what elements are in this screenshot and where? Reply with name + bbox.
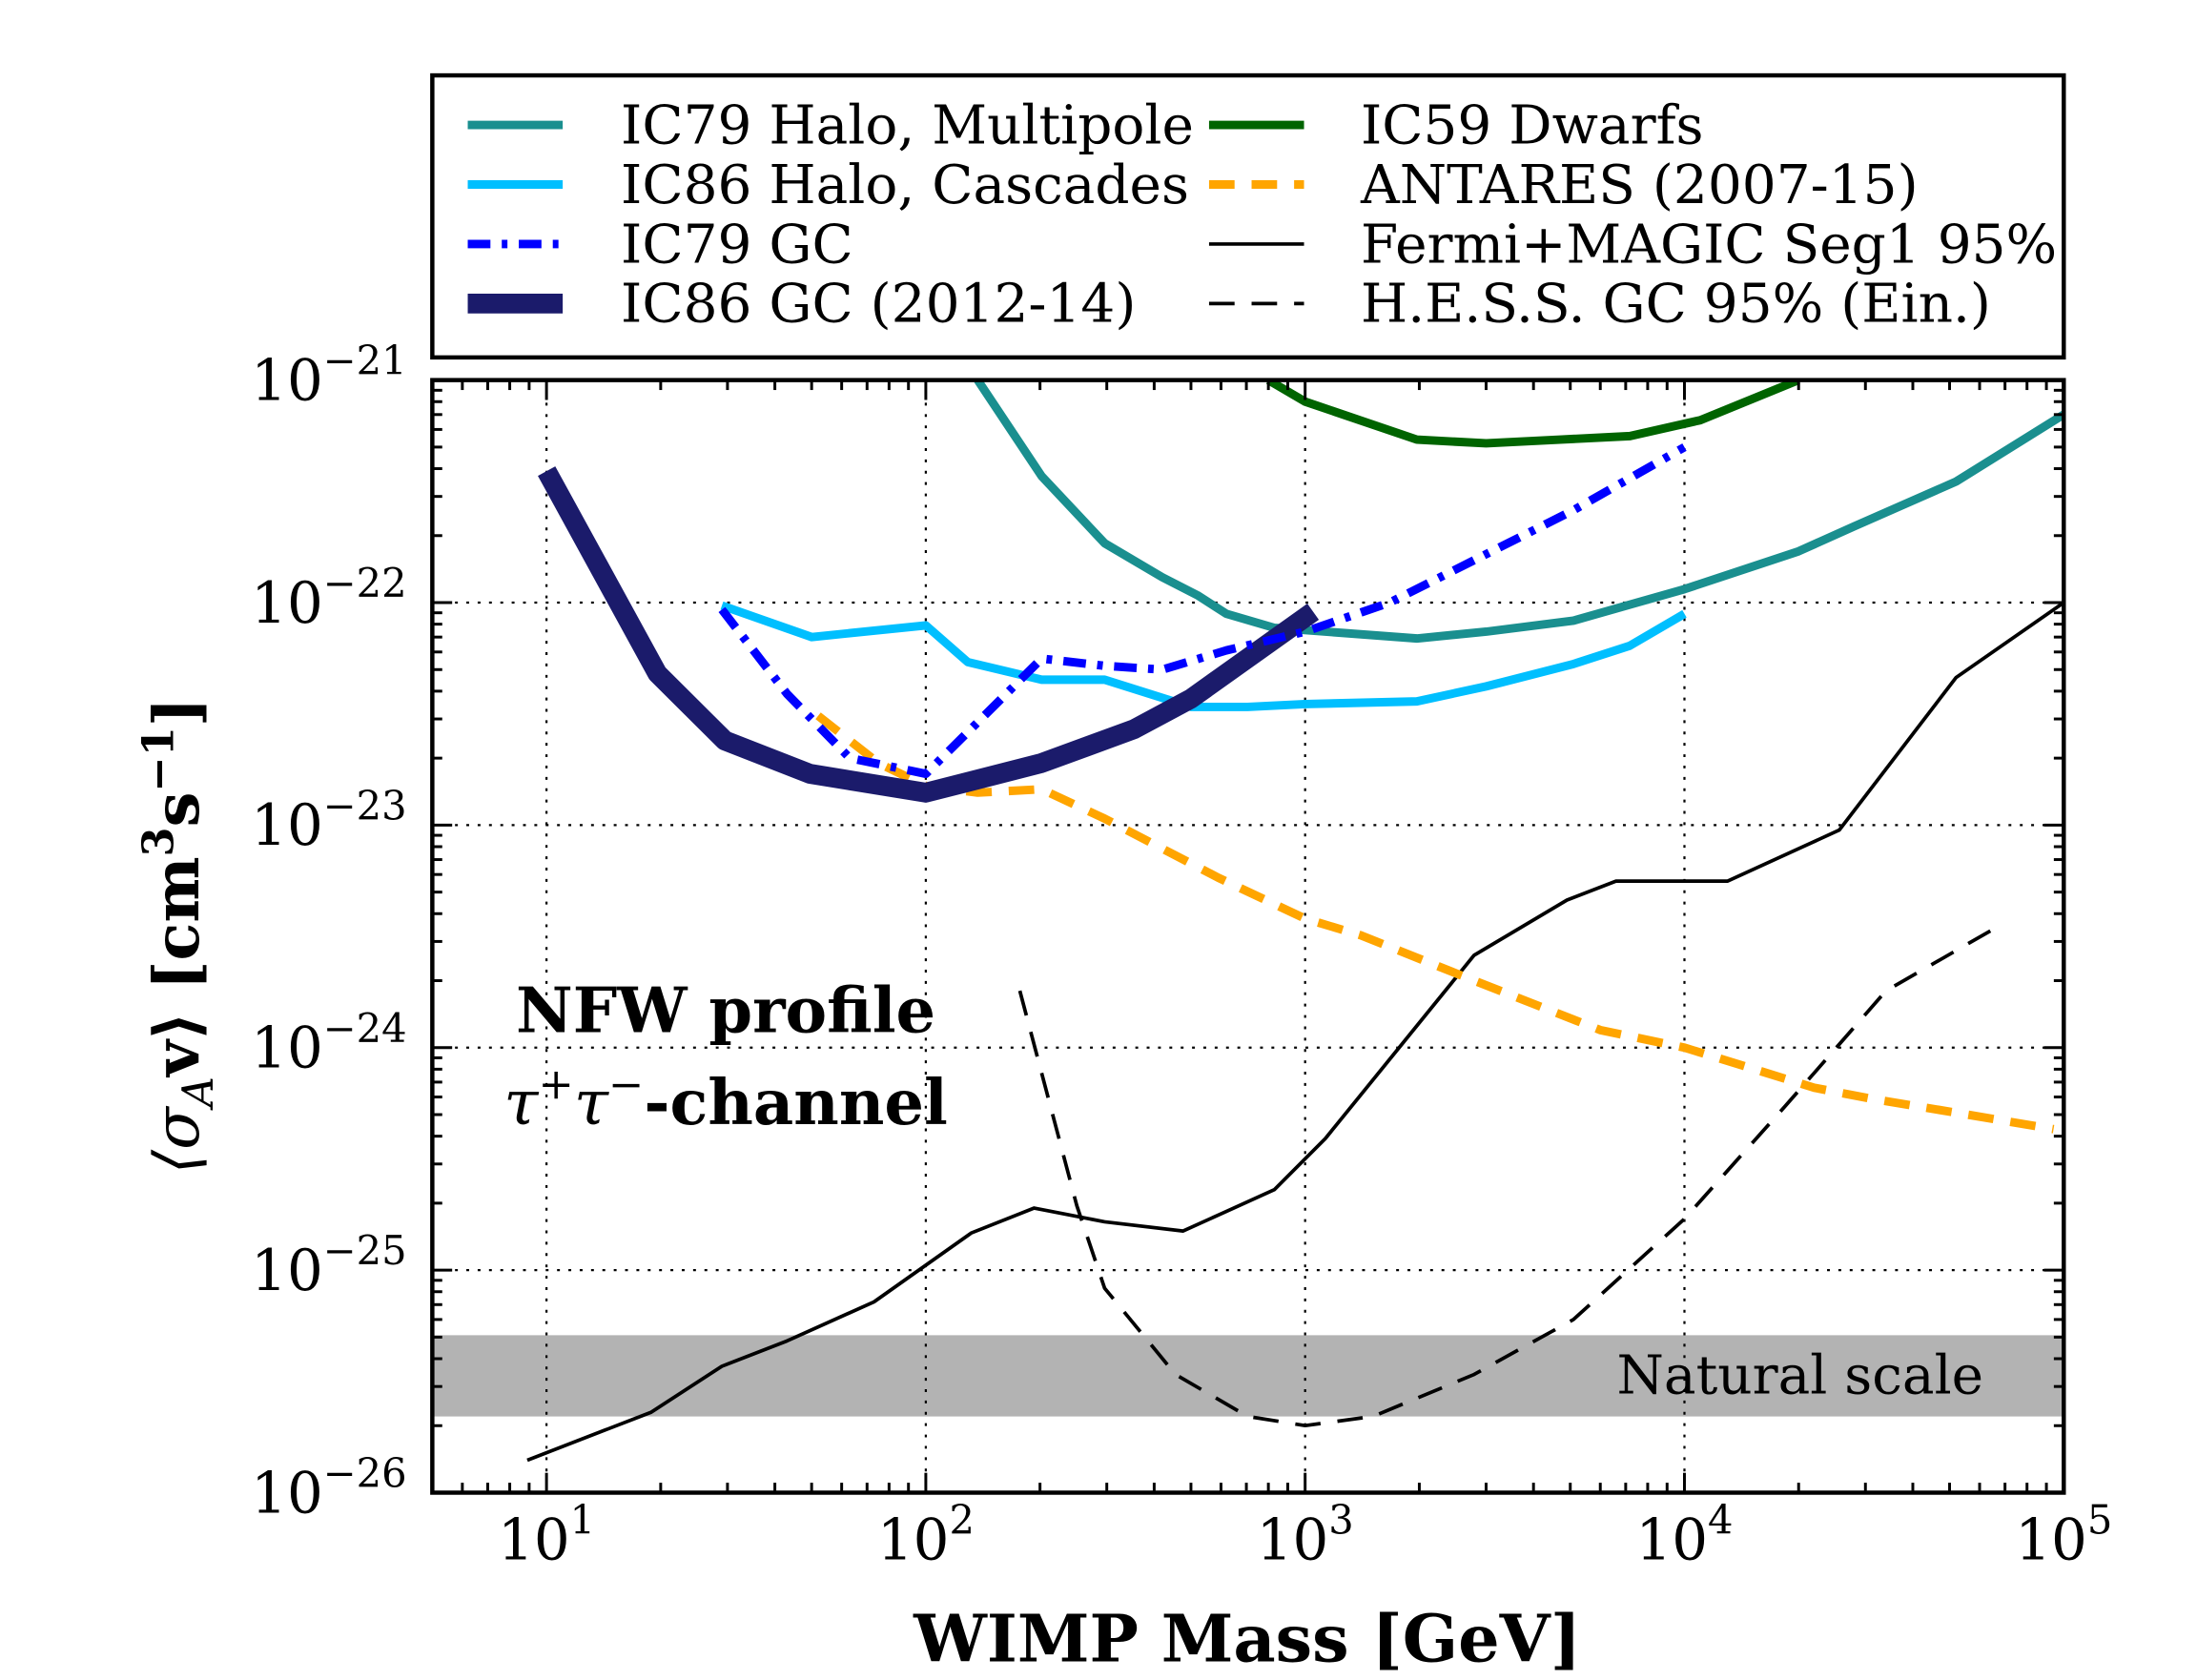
annotation-profile: NFW profile	[516, 974, 935, 1047]
tick-labels: 101 102 103 104 105 10−21 10−22 10−23 10−24 10−25…	[251, 338, 2112, 1574]
series-line-ic86-gc-2012-14	[538, 466, 1320, 803]
series-line-antares-2007-15	[815, 712, 2055, 1134]
series-line-ic79-gc	[718, 443, 1687, 779]
series-line-ic59-dwarfs	[1265, 379, 1800, 448]
x-tick-label: 101	[498, 1497, 595, 1574]
x-axis-label: WIMP Mass [GeV]	[913, 1601, 1581, 1677]
x-tick-label: 105	[2015, 1497, 2112, 1574]
x-tick-label: 103	[1257, 1497, 1354, 1574]
series-group	[526, 379, 2064, 1463]
series-line-ic79-halo-multipole	[974, 379, 2064, 644]
y-tick-label: 10−24	[251, 1005, 406, 1082]
y-tick-label: 10−26	[251, 1450, 406, 1527]
y-tick-label: 10−23	[251, 782, 406, 859]
legend-label: IC79 GC	[621, 214, 853, 276]
annotation-channel: τ+τ−-channel	[503, 1059, 948, 1139]
y-axis-label: ⟨σAv⟩ [cm3s−1]	[133, 697, 223, 1174]
legend-label: H.E.S.S. GC 95% (Ein.)	[1361, 274, 1991, 336]
legend-label: IC86 GC (2012-14)	[621, 274, 1136, 336]
grid	[432, 379, 2064, 1493]
legend-label: IC59 Dwarfs	[1361, 94, 1703, 156]
series-line-h-e-s-s-gc-95-ein	[1017, 925, 2000, 1428]
legend-label: IC86 Halo, Cascades	[621, 154, 1189, 216]
y-tick-label: 10−21	[251, 338, 406, 415]
y-tick-label: 10−25	[251, 1227, 406, 1304]
x-tick-label: 102	[877, 1497, 975, 1574]
legend-label: ANTARES (2007-15)	[1360, 154, 1919, 216]
band-label: Natural scale	[1617, 1344, 1984, 1406]
plot-frame	[430, 378, 2066, 1495]
legend-label: Fermi+MAGIC Seg1 95%	[1361, 214, 2057, 276]
x-tick-label: 104	[1635, 1497, 1733, 1574]
ticks	[430, 379, 2065, 1494]
series-line-fermi-magic-seg1-95	[526, 601, 2064, 1463]
series-line-ic86-halo-cascades	[720, 601, 1687, 711]
legend-label: IC79 Halo, Multipole	[621, 94, 1194, 156]
y-tick-label: 10−22	[251, 560, 406, 637]
